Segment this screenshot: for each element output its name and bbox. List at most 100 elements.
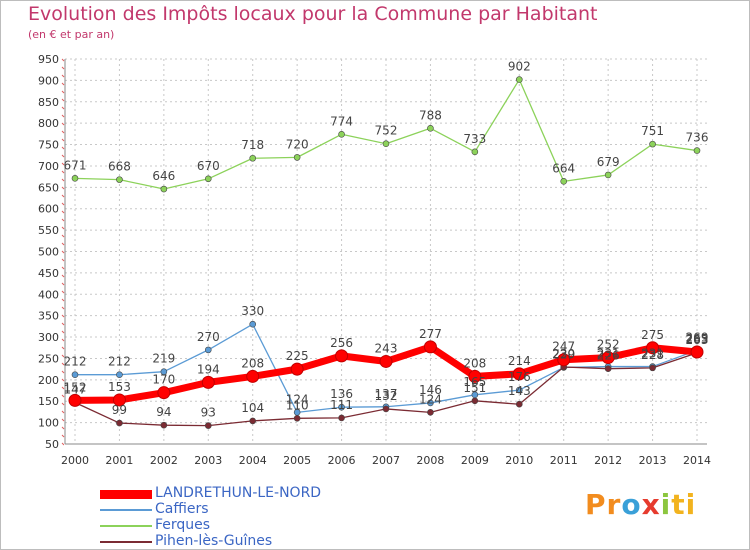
- data-label: 679: [597, 155, 620, 169]
- data-point: [249, 154, 257, 162]
- data-label: 151: [463, 381, 486, 395]
- data-point: [338, 414, 345, 422]
- data-point: [427, 399, 434, 407]
- data-label: 153: [108, 380, 131, 394]
- y-axis-mark: [61, 74, 65, 78]
- y-tick-label: 400: [38, 288, 59, 301]
- data-label: 671: [64, 158, 87, 172]
- x-tick-label: 2011: [550, 454, 578, 467]
- x-tick-label: 2005: [283, 454, 311, 467]
- data-label: 270: [197, 330, 220, 344]
- y-axis-mark: [61, 130, 65, 134]
- y-axis-mark: [61, 418, 65, 422]
- y-tick-label: 500: [38, 246, 59, 259]
- y-axis-mark: [61, 402, 65, 406]
- legend-swatch: [100, 509, 152, 511]
- data-point: [68, 393, 82, 407]
- y-axis-mark: [61, 338, 65, 342]
- x-tick-label: 2006: [328, 454, 356, 467]
- data-label: 752: [375, 124, 398, 138]
- y-axis-mark: [61, 58, 65, 62]
- x-tick-label: 2009: [461, 454, 489, 467]
- x-tick-label: 2001: [105, 454, 133, 467]
- data-label: 664: [552, 161, 575, 175]
- data-point: [604, 365, 612, 373]
- data-point: [293, 415, 301, 422]
- y-tick-label: 250: [38, 352, 59, 365]
- x-tick-label: 2004: [239, 454, 267, 467]
- data-point: [515, 76, 523, 83]
- data-point: [468, 369, 482, 383]
- y-axis-mark: [61, 434, 65, 438]
- data-point: [290, 362, 304, 376]
- y-axis-mark: [61, 82, 65, 86]
- data-point: [204, 175, 212, 183]
- data-label: 194: [197, 362, 220, 376]
- y-tick-label: 600: [38, 203, 59, 216]
- data-label: 256: [330, 336, 353, 350]
- data-point: [646, 341, 660, 355]
- data-label: 208: [241, 356, 264, 370]
- data-label: 104: [241, 401, 264, 415]
- data-label: 93: [201, 406, 216, 420]
- data-label: 720: [286, 137, 309, 151]
- y-axis-mark: [61, 386, 65, 390]
- y-axis-mark: [61, 218, 65, 222]
- data-point: [204, 346, 212, 354]
- y-axis-mark: [61, 322, 65, 326]
- data-point: [249, 417, 257, 425]
- x-tick-label: 2002: [150, 454, 178, 467]
- data-label: 668: [108, 160, 131, 174]
- y-tick-label: 700: [38, 160, 59, 173]
- data-point: [160, 185, 168, 193]
- y-axis-mark: [61, 106, 65, 110]
- y-axis-mark: [61, 426, 65, 430]
- data-point: [71, 175, 79, 182]
- y-axis-mark: [61, 274, 65, 278]
- data-label: 252: [597, 338, 620, 352]
- data-point: [693, 147, 701, 154]
- y-tick-label: 950: [38, 53, 59, 66]
- data-point: [471, 148, 479, 156]
- data-label: 212: [108, 355, 131, 369]
- data-point: [557, 353, 571, 367]
- chart-title: Evolution des Impôts locaux pour la Comm…: [28, 3, 598, 25]
- data-point: [560, 178, 568, 185]
- y-axis-mark: [61, 98, 65, 102]
- y-axis-mark: [61, 122, 65, 126]
- data-label: 219: [152, 352, 175, 366]
- y-axis-mark: [61, 306, 65, 310]
- y-tick-label: 100: [38, 417, 59, 430]
- data-label: 214: [508, 354, 531, 368]
- data-label: 136: [330, 387, 353, 401]
- y-axis-mark: [61, 266, 65, 270]
- data-point: [249, 320, 257, 328]
- data-label: 147: [64, 383, 87, 397]
- y-axis-mark: [61, 394, 65, 398]
- data-point: [601, 351, 615, 365]
- y-tick-label: 550: [38, 224, 59, 237]
- data-label: 110: [286, 398, 309, 412]
- data-label: 330: [241, 304, 264, 318]
- y-tick-label: 350: [38, 310, 59, 323]
- x-tick-label: 2008: [416, 454, 444, 467]
- data-point: [379, 354, 393, 368]
- data-label: 718: [241, 138, 264, 152]
- y-axis-mark: [61, 362, 65, 366]
- data-label: 124: [286, 392, 309, 406]
- data-label: 269: [686, 330, 709, 344]
- data-point: [338, 130, 345, 138]
- x-tick-label: 2000: [61, 454, 89, 467]
- y-axis-mark: [61, 146, 65, 150]
- data-label: 170: [152, 373, 175, 387]
- data-point: [604, 171, 612, 179]
- y-axis-mark: [61, 178, 65, 182]
- data-label: 143: [508, 384, 531, 398]
- y-axis-mark: [61, 442, 65, 446]
- data-point: [512, 367, 526, 381]
- data-point: [112, 393, 126, 407]
- y-axis-mark: [61, 226, 65, 230]
- data-point: [515, 386, 523, 394]
- data-label: 176: [508, 370, 531, 384]
